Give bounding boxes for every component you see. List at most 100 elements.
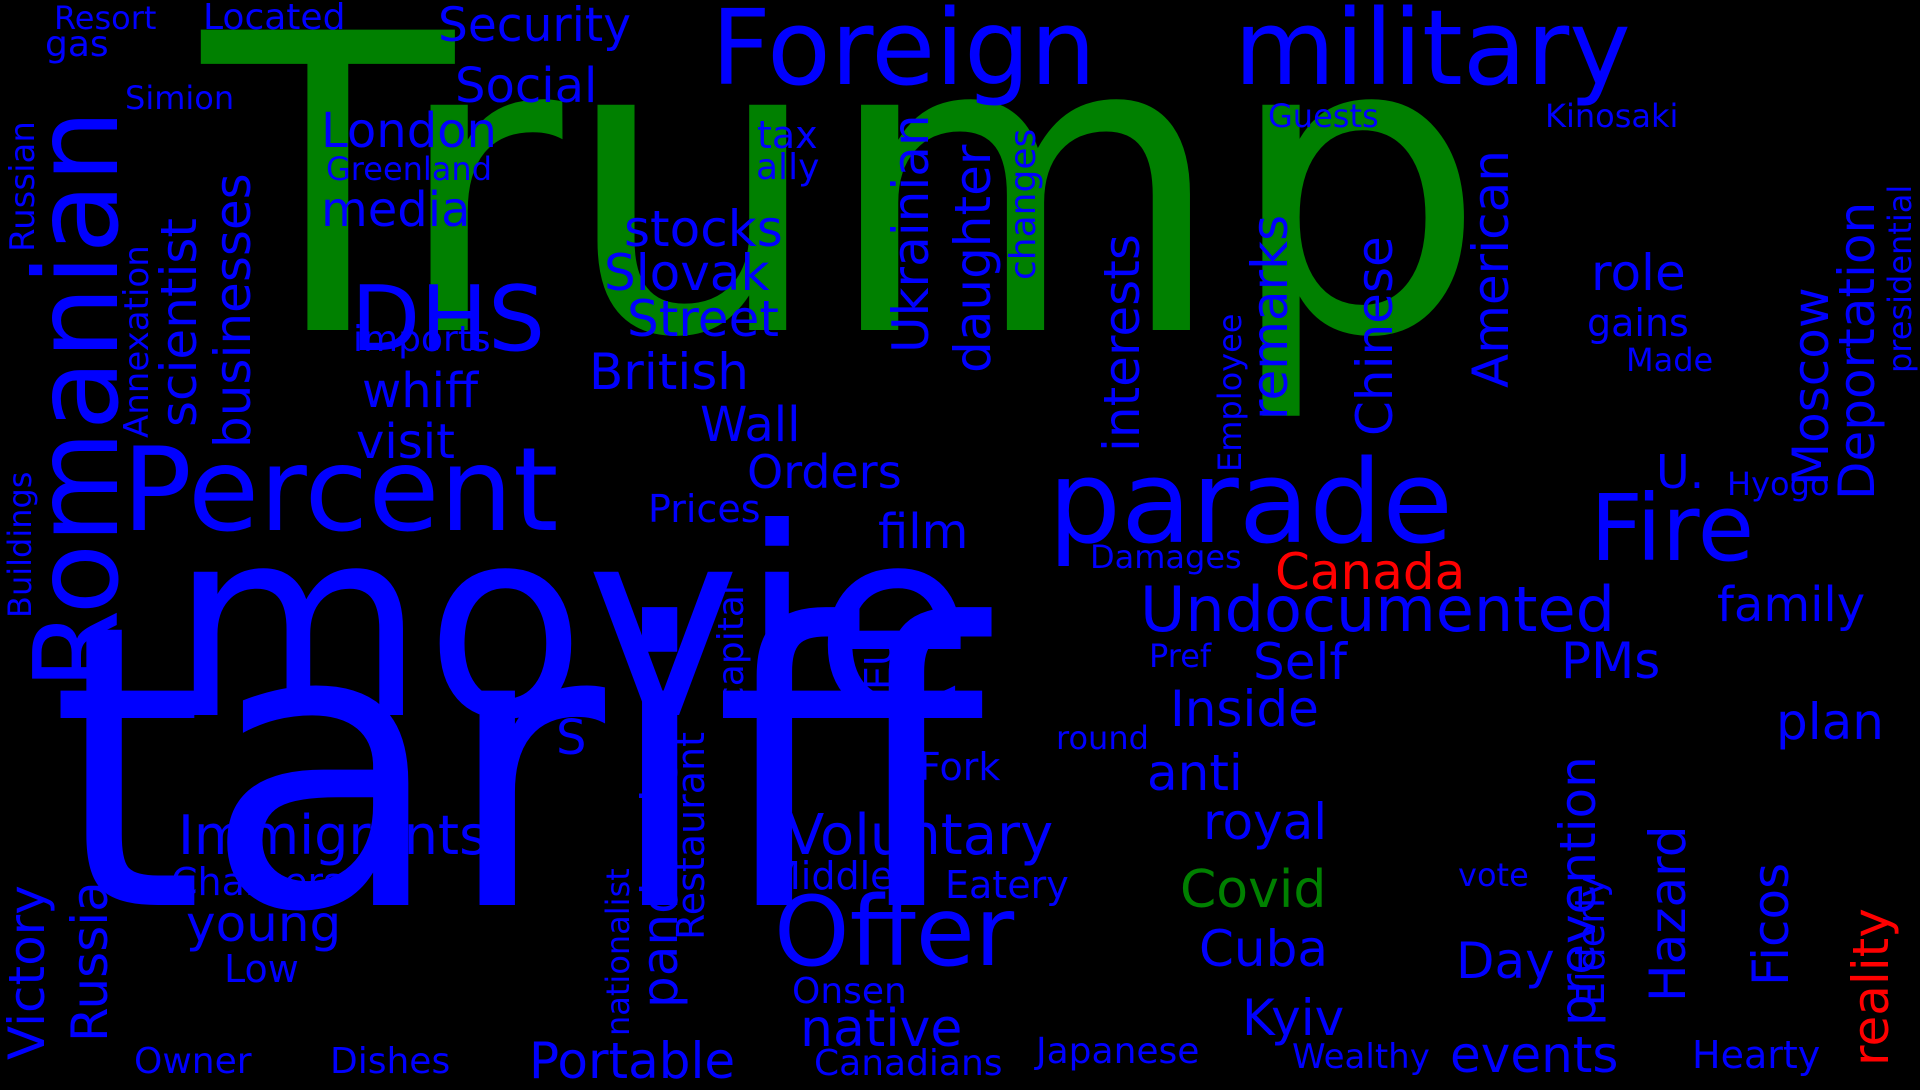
word-self: Self	[1253, 633, 1347, 691]
word-deportation: Deportation	[1828, 201, 1886, 500]
word-american: American	[1462, 150, 1520, 388]
word-covid: Covid	[1180, 860, 1327, 920]
word-wealthy: Wealthy	[1292, 1037, 1430, 1077]
word-daughter: daughter	[944, 144, 1002, 373]
word-role: role	[1591, 244, 1686, 302]
word-reality: reality	[1842, 908, 1900, 1066]
word-businesses: businesses	[204, 173, 262, 448]
word-capital: capital	[711, 585, 752, 706]
word-gas: gas	[45, 24, 109, 65]
word-buildings: Buildings	[1, 471, 39, 618]
word-voluntary: Voluntary	[786, 803, 1054, 868]
word-hearty: Hearty	[1692, 1033, 1821, 1077]
word-portable: Portable	[529, 1032, 736, 1090]
word-greenland: Greenland	[326, 150, 492, 188]
word-employee: Employee	[1211, 313, 1249, 472]
word-foreign: Foreign	[711, 0, 1097, 109]
word-remarks: remarks	[1241, 214, 1299, 420]
word-inside: Inside	[1170, 680, 1319, 738]
word-hazard: Hazard	[1639, 825, 1697, 1002]
word-undocumented: Undocumented	[1140, 573, 1615, 646]
word-orders: Orders	[747, 445, 902, 499]
word-chinese: Chinese	[1346, 236, 1404, 436]
word-russia: Russia	[61, 881, 119, 1042]
word-resort: Resort	[54, 0, 157, 37]
word-owner: Owner	[134, 1041, 252, 1082]
word-ally: ally	[756, 147, 820, 188]
word-dhs: DHS	[351, 267, 546, 372]
word-young: young	[186, 895, 342, 953]
word-imports: imports	[353, 319, 491, 360]
word-nationalist: nationalist	[599, 868, 637, 1036]
word-gains: gains	[1587, 301, 1689, 345]
word-media: media	[321, 182, 471, 238]
word-japanese: Japanese	[1036, 1031, 1200, 1072]
word-vote: vote	[1458, 856, 1529, 894]
word-day: Day	[1456, 932, 1555, 990]
word-damages: Damages	[1090, 538, 1242, 576]
word-native: native	[800, 999, 963, 1059]
word-located: Located	[203, 0, 346, 38]
word-guests: Guests	[1268, 97, 1379, 135]
word-social: Social	[455, 58, 598, 114]
word-immigrants: Immigrants	[178, 804, 488, 867]
word-kyiv: Kyiv	[1242, 989, 1345, 1047]
word-stocks: stocks	[624, 200, 783, 258]
word-low: Low	[224, 947, 299, 991]
word-pref: Pref	[1149, 637, 1212, 675]
word-u: U.	[1656, 445, 1705, 499]
word-film: film	[878, 504, 969, 560]
word-tariff: tariff	[50, 542, 985, 998]
word-offer: Offer	[774, 876, 1015, 988]
word-annexation: Annexation	[117, 245, 157, 438]
word-slovak: Slovak	[604, 244, 770, 302]
word-london: London	[321, 103, 497, 159]
word-tax: tax	[757, 113, 818, 157]
word-family: family	[1717, 577, 1866, 633]
word-whiff: whiff	[362, 363, 479, 419]
word-prices: Prices	[648, 487, 761, 531]
word-dishes: Dishes	[330, 1041, 451, 1082]
word-trump: Trump	[202, 0, 1487, 428]
word-middle: Middle	[768, 854, 894, 898]
word-cuba: Cuba	[1199, 920, 1328, 978]
word-royal: royal	[1203, 793, 1328, 851]
word-military: military	[1234, 0, 1631, 109]
word-events: events	[1450, 1026, 1619, 1084]
word-elderly: Elderly	[1569, 875, 1613, 1006]
word-percent: Percent	[122, 423, 559, 558]
word-anti: anti	[1147, 744, 1243, 802]
word-chargers: Chargers	[171, 860, 343, 904]
word-ficos: Ficos	[1742, 862, 1800, 986]
word-fork: Fork	[919, 745, 1001, 789]
word-round: round	[1056, 719, 1149, 757]
word-scientist: scientist	[150, 217, 208, 427]
word-s: S	[556, 710, 587, 766]
word-kinosaki: Kinosaki	[1545, 97, 1679, 135]
word-eu: EU	[857, 638, 901, 690]
word-onsen: Onsen	[792, 971, 907, 1012]
word-canadians: Canadians	[814, 1043, 1003, 1084]
word-movie: movie	[170, 472, 975, 777]
word-made: Made	[1626, 341, 1714, 379]
word-plan: plan	[1776, 693, 1884, 751]
word-visit: visit	[356, 414, 455, 470]
word-russian: Russian	[3, 121, 43, 252]
word-restaurant: Restaurant	[669, 731, 713, 940]
word-british: British	[589, 343, 749, 401]
word-interests: interests	[1093, 234, 1151, 452]
word-pms: PMs	[1561, 632, 1661, 690]
word-victory: Victory	[0, 885, 56, 1060]
word-hyogo: Hyogo	[1727, 465, 1830, 503]
word-changes: changes	[1003, 128, 1044, 280]
word-eatery: Eatery	[945, 863, 1069, 907]
word-parade: parade	[1048, 436, 1453, 570]
word-ukrainian: Ukrainian	[882, 114, 940, 353]
word-street: Street	[627, 290, 779, 348]
word-simion: Simion	[125, 79, 235, 117]
word-wall: Wall	[700, 397, 801, 453]
word-fire: Fire	[1590, 475, 1755, 582]
word-canada: Canada	[1275, 543, 1466, 601]
word-presidential: presidential	[1881, 184, 1919, 373]
